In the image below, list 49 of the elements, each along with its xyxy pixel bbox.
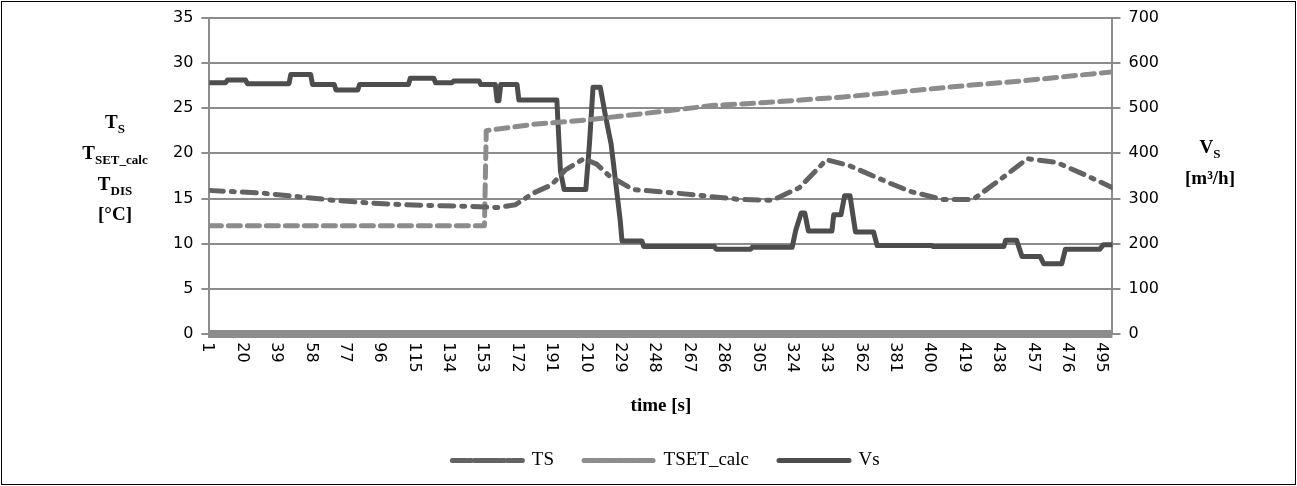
- y2-tick-label: 500: [1128, 97, 1160, 117]
- x-tick-label: 343: [818, 342, 838, 373]
- x-tick-label: 229: [612, 342, 631, 373]
- y-tick-label: 10: [173, 232, 194, 252]
- y2-axis-title: V$_{S}$ [m³/h]: [1184, 136, 1236, 188]
- x-tick-label: 438: [990, 342, 1010, 373]
- x-tick-label: 20: [233, 342, 253, 363]
- x-tick-label: 77: [336, 342, 356, 363]
- x-tick-label: 400: [921, 342, 941, 373]
- x-tick-label: 153: [474, 342, 494, 373]
- x-tick-label: 362: [852, 342, 872, 373]
- y2-tick-label: 0: [1128, 323, 1139, 343]
- x-tick-label: 191: [543, 342, 563, 373]
- y-tick-label: 5: [183, 278, 194, 298]
- y2-tick-label: 100: [1128, 278, 1160, 298]
- x-tick-label: 267: [680, 342, 700, 373]
- y-tick-label: 30: [173, 51, 194, 71]
- y-tick-label: 15: [173, 187, 194, 207]
- x-tick-label: 457: [1024, 342, 1044, 373]
- legend-label: Vs: [858, 448, 880, 470]
- y-tick-label: 35: [173, 6, 194, 26]
- legend-label: TS: [531, 448, 555, 470]
- x-tick-label: 305: [749, 342, 769, 373]
- y2-tick-label: 600: [1128, 51, 1160, 71]
- x-axis-title: time [s]: [630, 393, 692, 415]
- x-tick-label: 286: [715, 342, 735, 373]
- x-tick-label: 476: [1059, 342, 1079, 373]
- y2-tick-label: 700: [1128, 6, 1160, 26]
- x-tick-label: 381: [887, 342, 907, 373]
- x-tick-label: 39: [268, 342, 288, 363]
- x-tick-label: 172: [508, 342, 528, 373]
- x-tick-label: 419: [955, 342, 975, 373]
- y-tick-label: 20: [173, 142, 194, 162]
- x-tick-label: 96: [371, 342, 391, 363]
- x-tick-label: 210: [577, 342, 597, 373]
- legend-label: TSET_calc: [663, 448, 750, 470]
- x-tick-label: 495: [1093, 342, 1113, 373]
- text: T$_{S}$ T$_{SET_calc}$ T$_{DIS}$ [°C]: [82, 111, 148, 225]
- y2-tick-label: 400: [1128, 142, 1160, 162]
- y-tick-label: 25: [173, 97, 194, 117]
- x-tick-label: 115: [405, 342, 425, 373]
- x-tick-label: 134: [440, 342, 460, 373]
- x-tick-label: 58: [302, 342, 322, 363]
- x-tick-label: 324: [783, 342, 803, 373]
- y2-tick-label: 300: [1128, 187, 1160, 207]
- y-tick-label: 0: [183, 323, 194, 343]
- x-tick-label: 1: [199, 342, 219, 353]
- y2-tick-label: 200: [1128, 232, 1160, 252]
- x-tick-label: 248: [646, 342, 666, 373]
